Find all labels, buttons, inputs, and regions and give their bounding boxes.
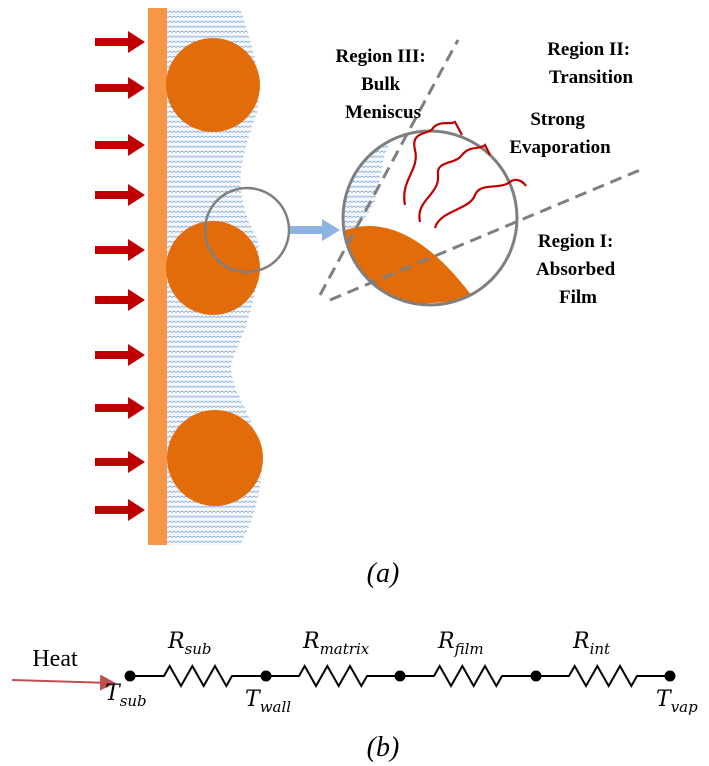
temperature-label: Tvap (656, 687, 698, 716)
region-label: Region II: Transition (547, 39, 635, 88)
wall (148, 8, 167, 545)
subscript: wall (260, 698, 292, 716)
region-label: Region III: Bulk Meniscus (335, 46, 430, 123)
resistor-label: Rint (572, 629, 611, 658)
symbol: R (572, 629, 590, 654)
resistor-label: Rfilm (437, 629, 484, 658)
particle (167, 410, 263, 506)
caption: (b) (367, 732, 400, 763)
node (124, 670, 136, 682)
heat-label: Heat (32, 646, 78, 672)
heat-arrows (95, 31, 145, 521)
node (664, 670, 676, 682)
node (530, 670, 542, 682)
subscript: matrix (320, 640, 370, 658)
caption: (a) (367, 558, 400, 589)
subscript: film (454, 640, 484, 658)
region-lines (318, 39, 641, 302)
symbol: T (656, 687, 673, 712)
symbol: R (437, 629, 455, 654)
zoom-arrow (290, 219, 340, 241)
subscript: sub (185, 640, 212, 658)
symbol: R (302, 629, 320, 654)
annotation: Strong Evaporation (509, 109, 611, 158)
particle (166, 221, 260, 315)
panel-a: Region III: Bulk Meniscus Region II: Tra… (95, 8, 641, 589)
subscript: vap (671, 698, 698, 716)
particle (166, 38, 260, 132)
symbol: T (245, 687, 262, 712)
subscript: sub (120, 692, 147, 710)
node (394, 670, 406, 682)
subscript: int (590, 640, 611, 658)
resistor (266, 663, 400, 689)
zoom-content (343, 131, 475, 305)
resistor (536, 663, 670, 689)
temperature-label: Tsub (105, 681, 147, 710)
temperature-label: Twall (245, 687, 291, 716)
resistor (400, 663, 536, 689)
symbol: R (167, 629, 185, 654)
resistor-label: Rsub (167, 629, 212, 658)
resistor (130, 663, 266, 689)
zoom-circle (203, 186, 291, 274)
heat-arrow (11, 674, 116, 691)
evaporation-lines (403, 120, 527, 229)
resistor-label: Rmatrix (302, 629, 370, 658)
region-label: Region I: Absorbed Film (536, 231, 620, 308)
node (260, 670, 272, 682)
symbol: T (105, 681, 122, 706)
